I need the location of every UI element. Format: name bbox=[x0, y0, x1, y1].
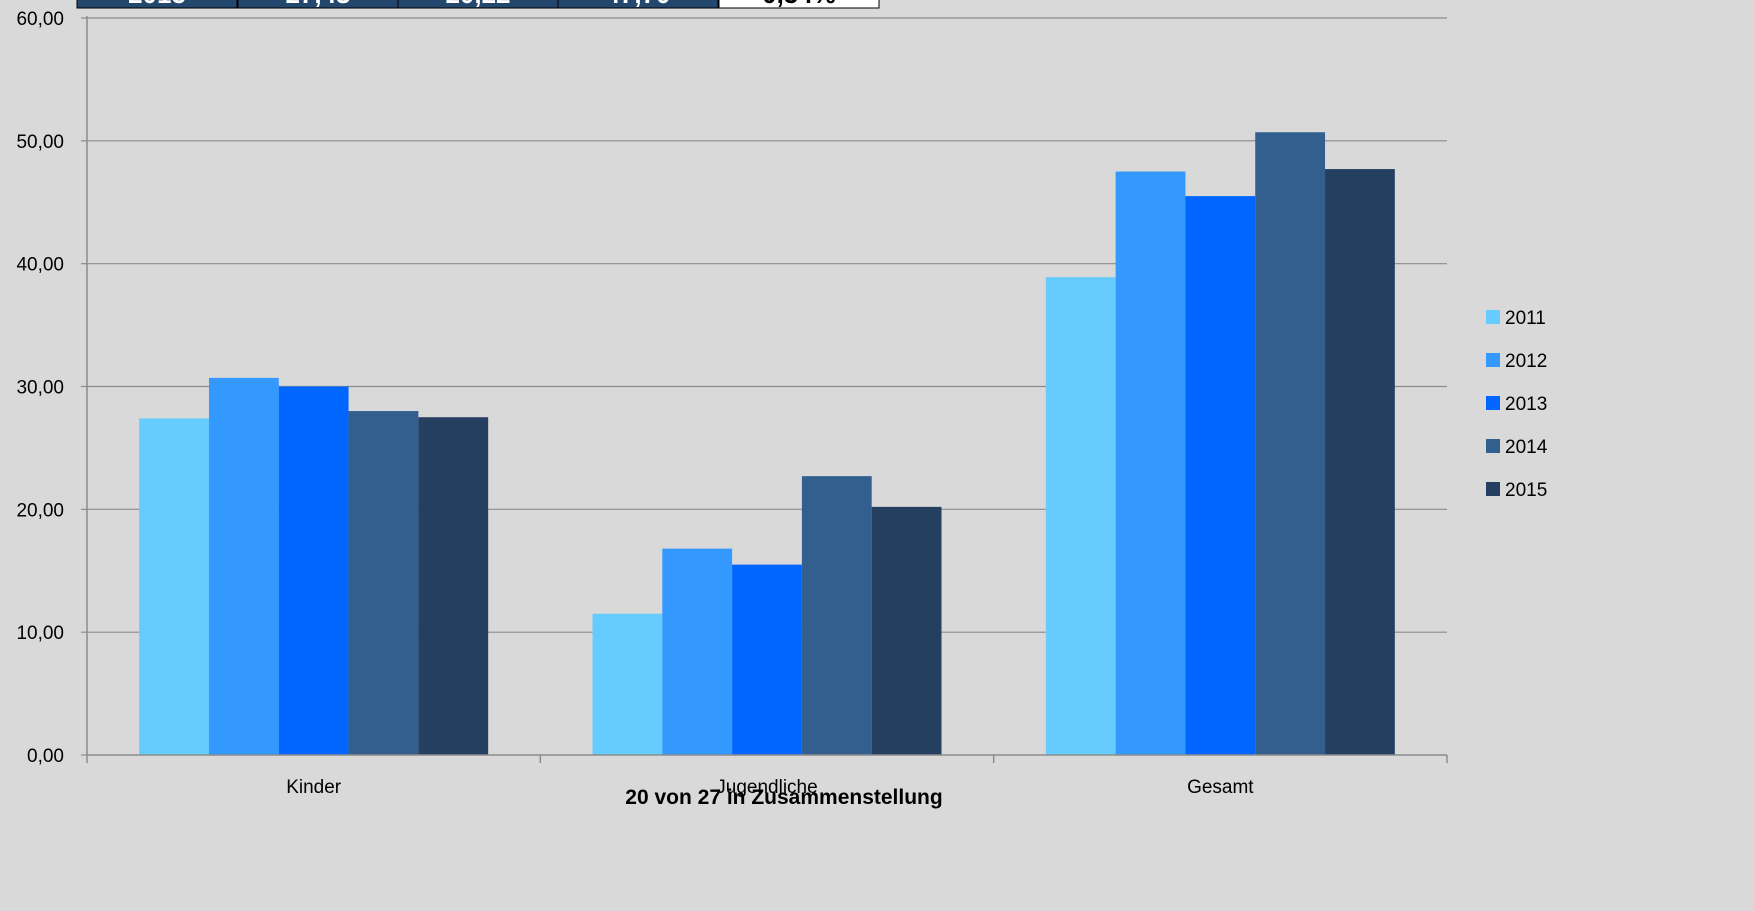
y-tick-label: 20,00 bbox=[16, 500, 64, 521]
bar-2011-gesamt bbox=[1045, 277, 1116, 755]
top-row-cell-text: 0,54% bbox=[762, 0, 836, 9]
top-table-row: 2015 27,43 20,22 47,70 0,54% bbox=[76, 0, 880, 9]
bar-2015-kinder bbox=[418, 417, 489, 755]
y-tick-label: 30,00 bbox=[16, 378, 64, 399]
legend-swatch bbox=[1486, 439, 1500, 453]
category-labels: Kinder Jugendliche Gesamt bbox=[286, 777, 1254, 798]
bar-2011-kinder bbox=[139, 418, 209, 755]
top-row-cell-text: 2015 bbox=[128, 0, 186, 9]
legend-label: 2014 bbox=[1505, 437, 1548, 458]
bar-2013-gesamt bbox=[1185, 196, 1256, 755]
bar-2015-gesamt bbox=[1325, 169, 1395, 755]
x-category-label: Gesamt bbox=[1187, 777, 1254, 798]
y-tick-label: 60,00 bbox=[16, 9, 64, 30]
top-row-cell bbox=[718, 0, 880, 9]
legend-label: 2013 bbox=[1505, 394, 1547, 415]
x-category-label: Jugendliche bbox=[716, 777, 817, 798]
top-row-cell-text: 47,70 bbox=[605, 0, 670, 9]
top-row-cell bbox=[397, 0, 559, 9]
legend-label: 2015 bbox=[1505, 480, 1547, 501]
top-row-cell-text: 27,43 bbox=[285, 0, 350, 9]
x-category-label: Kinder bbox=[286, 777, 342, 798]
bar-2013-jugendliche bbox=[732, 564, 802, 755]
bar-2012-jugendliche bbox=[662, 548, 733, 755]
legend-swatch bbox=[1486, 482, 1500, 496]
y-tick-label: 50,00 bbox=[16, 132, 64, 153]
footer-caption: 20 von 27 in Zusammenstellung bbox=[625, 786, 943, 809]
bar-2012-gesamt bbox=[1115, 171, 1186, 755]
top-row-cell bbox=[76, 0, 238, 9]
bar-chart: 2015 27,43 20,22 47,70 0,54% 0,00 10,00 20,00 3… bbox=[16, 0, 1548, 798]
y-tick-label: 40,00 bbox=[16, 255, 64, 276]
legend-swatch bbox=[1486, 310, 1500, 324]
legend: 2011 2012 2013 2014 2015 bbox=[1486, 308, 1548, 501]
y-tick-label: 0,00 bbox=[27, 746, 64, 767]
bar-2012-kinder bbox=[208, 377, 279, 755]
top-row-cell-text: 20,22 bbox=[445, 0, 510, 9]
legend-label: 2012 bbox=[1505, 351, 1547, 372]
y-tick-label: 10,00 bbox=[16, 623, 64, 644]
bar-2014-kinder bbox=[348, 411, 419, 755]
chart-stage: 2015 27,43 20,22 47,70 0,54% 0,00 10,00 20,00 3… bbox=[16, 0, 1548, 809]
bar-2013-kinder bbox=[278, 386, 349, 755]
legend-swatch bbox=[1486, 396, 1500, 410]
y-tick-labels: 0,00 10,00 20,00 30,00 40,00 50,00 60,00 bbox=[16, 9, 64, 767]
legend-swatch bbox=[1486, 353, 1500, 367]
legend-label: 2011 bbox=[1505, 308, 1546, 329]
bar-2011-jugendliche bbox=[592, 613, 663, 755]
bar-2014-jugendliche bbox=[801, 476, 872, 755]
bars bbox=[139, 132, 1395, 756]
top-row-cell bbox=[237, 0, 399, 9]
top-row-cell bbox=[557, 0, 719, 9]
bar-2015-jugendliche bbox=[871, 506, 942, 755]
bar-2014-gesamt bbox=[1255, 132, 1326, 756]
axes bbox=[86, 16, 1448, 763]
